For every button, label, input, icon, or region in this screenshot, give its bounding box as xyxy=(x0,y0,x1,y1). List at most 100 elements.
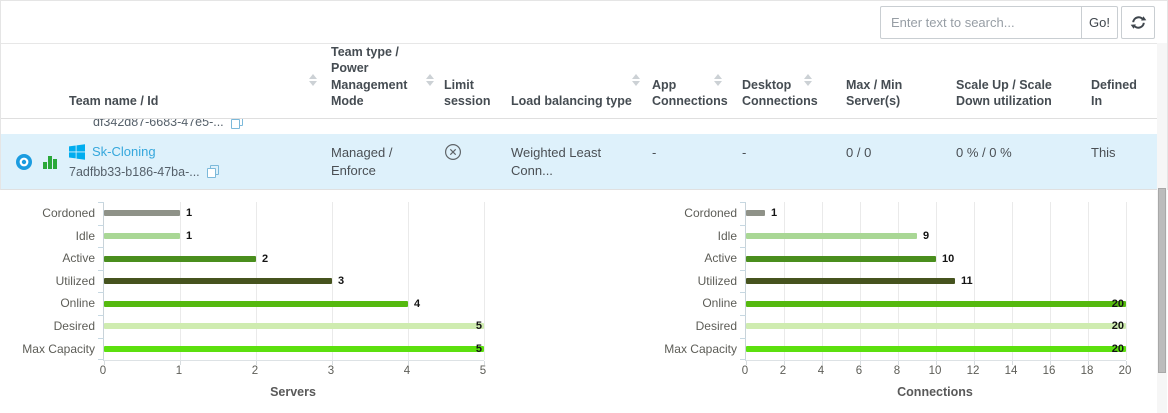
category-label: Idle xyxy=(650,225,737,248)
search-go-button[interactable]: Go! xyxy=(1082,6,1118,39)
category-label: Utilized xyxy=(650,270,737,293)
team-management-panel: Go! Team name / Id Team type / Power Man xyxy=(0,0,1168,190)
bar-value-label: 11 xyxy=(961,273,973,289)
category-label: Online xyxy=(650,292,737,315)
x-tick-label: 10 xyxy=(929,365,942,377)
refresh-button[interactable] xyxy=(1121,6,1155,39)
sort-arrows-icon[interactable] xyxy=(632,74,640,86)
team-id: df342d87-6683-47e5-... xyxy=(93,119,224,129)
bar-max-capacity xyxy=(104,346,484,352)
bar-value-label: 5 xyxy=(476,341,482,357)
bar-value-label: 2 xyxy=(262,251,268,267)
row-status-icons xyxy=(9,134,69,189)
category-label: Cordoned xyxy=(650,202,737,225)
team-id: 7adfbb33-b186-47ba-... xyxy=(69,164,200,181)
x-tick-label: 12 xyxy=(967,365,980,377)
x-tick-label: 2 xyxy=(780,365,786,377)
copy-icon[interactable] xyxy=(207,165,219,178)
bar-cordoned xyxy=(746,210,765,216)
bar-idle xyxy=(746,233,917,239)
y-tick xyxy=(98,359,104,360)
app-connections-cell: - xyxy=(652,134,742,189)
refresh-icon xyxy=(1130,14,1147,31)
max-min-servers-cell: 0 / 0 xyxy=(846,134,956,189)
gridline xyxy=(1012,202,1013,360)
category-label: Cordoned xyxy=(8,202,95,225)
team-name-link[interactable]: Sk-Cloning xyxy=(92,143,156,161)
column-label: Limit session xyxy=(444,77,495,110)
gridline xyxy=(332,202,333,360)
gridline xyxy=(408,202,409,360)
column-label: Scale Up / Scale Down utilization xyxy=(956,77,1075,110)
bar-chart-icon[interactable] xyxy=(42,154,58,170)
scale-utilization-cell: 0 % / 0 % xyxy=(956,134,1091,189)
sort-arrows-icon[interactable] xyxy=(804,74,812,86)
y-tick xyxy=(98,315,104,316)
column-load-balancing[interactable]: Load balancing type xyxy=(511,44,652,118)
category-label: Idle xyxy=(8,225,95,248)
y-tick xyxy=(740,225,746,226)
x-tick-label: 3 xyxy=(328,365,334,377)
column-limit-session[interactable]: Limit session xyxy=(444,44,511,118)
x-tick-label: 1 xyxy=(176,365,182,377)
y-tick xyxy=(98,247,104,248)
x-tick-label: 8 xyxy=(894,365,900,377)
bar-value-label: 1 xyxy=(186,205,192,221)
sort-arrows-icon[interactable] xyxy=(309,74,317,86)
column-scale-utilization: Scale Up / Scale Down utilization xyxy=(956,44,1091,118)
y-tick xyxy=(98,292,104,293)
bar-online xyxy=(104,301,408,307)
category-label: Max Capacity xyxy=(8,338,95,361)
bar-value-label: 3 xyxy=(338,273,344,289)
gridline xyxy=(1088,202,1089,360)
y-tick xyxy=(740,292,746,293)
x-tick-label: 16 xyxy=(1043,365,1056,377)
category-label: Max Capacity xyxy=(650,338,737,361)
bar-utilized xyxy=(104,278,332,284)
category-label: Desired xyxy=(650,315,737,338)
column-label: Defined In xyxy=(1091,77,1142,110)
x-tick-label: 0 xyxy=(100,365,106,377)
category-label: Online xyxy=(8,292,95,315)
connections-chart: CordonedIdleActiveUtilizedOnlineDesiredM… xyxy=(650,202,1126,399)
connections-chart-xticks: 02468101214161820 xyxy=(745,365,1125,381)
gridline xyxy=(974,202,975,360)
gridline xyxy=(1126,202,1127,360)
y-tick xyxy=(740,247,746,248)
team-name-cell: Sk-Cloning 7adfbb33-b186-47ba-... xyxy=(69,134,331,189)
category-label: Active xyxy=(8,247,95,270)
x-tick-label: 4 xyxy=(818,365,824,377)
x-tick-label: 14 xyxy=(1005,365,1018,377)
bar-value-label: 20 xyxy=(1112,318,1124,334)
y-tick xyxy=(740,338,746,339)
bar-desired xyxy=(104,323,484,329)
sort-arrows-icon[interactable] xyxy=(714,74,722,86)
team-type-cell: Managed / Enforce xyxy=(331,134,444,189)
category-label: Desired xyxy=(8,315,95,338)
x-tick-label: 4 xyxy=(404,365,410,377)
copy-icon[interactable] xyxy=(231,119,243,129)
table-row-partial[interactable]: df342d87-6683-47e5-... xyxy=(1,119,1167,134)
column-desktop-connections[interactable]: Desktop Connections xyxy=(742,44,846,118)
column-defined-in: Defined In xyxy=(1091,44,1158,118)
bar-value-label: 4 xyxy=(414,296,420,312)
sort-arrows-icon[interactable] xyxy=(426,74,434,86)
x-tick-label: 20 xyxy=(1119,365,1132,377)
column-team-type[interactable]: Team type / Power Management Mode xyxy=(331,44,444,118)
column-icons-header xyxy=(9,44,69,118)
servers-chart: CordonedIdleActiveUtilizedOnlineDesiredM… xyxy=(8,202,484,399)
column-app-connections[interactable]: App Connections xyxy=(652,44,742,118)
bar-cordoned xyxy=(104,210,180,216)
scrollbar-thumb[interactable] xyxy=(1158,188,1166,373)
column-label: Load balancing type xyxy=(511,93,632,109)
y-tick xyxy=(98,270,104,271)
limit-session-cell xyxy=(444,134,511,189)
toolbar: Go! xyxy=(1,1,1167,44)
column-team-name[interactable]: Team name / Id xyxy=(69,44,331,118)
connections-chart-plot: 191011202020 xyxy=(745,202,1126,361)
column-label: Team name / Id xyxy=(69,93,158,109)
defined-in-cell: This xyxy=(1091,134,1158,189)
table-row-selected[interactable]: Sk-Cloning 7adfbb33-b186-47ba-... Manage… xyxy=(1,134,1167,189)
bar-value-label: 20 xyxy=(1112,296,1124,312)
search-input[interactable] xyxy=(880,6,1082,39)
